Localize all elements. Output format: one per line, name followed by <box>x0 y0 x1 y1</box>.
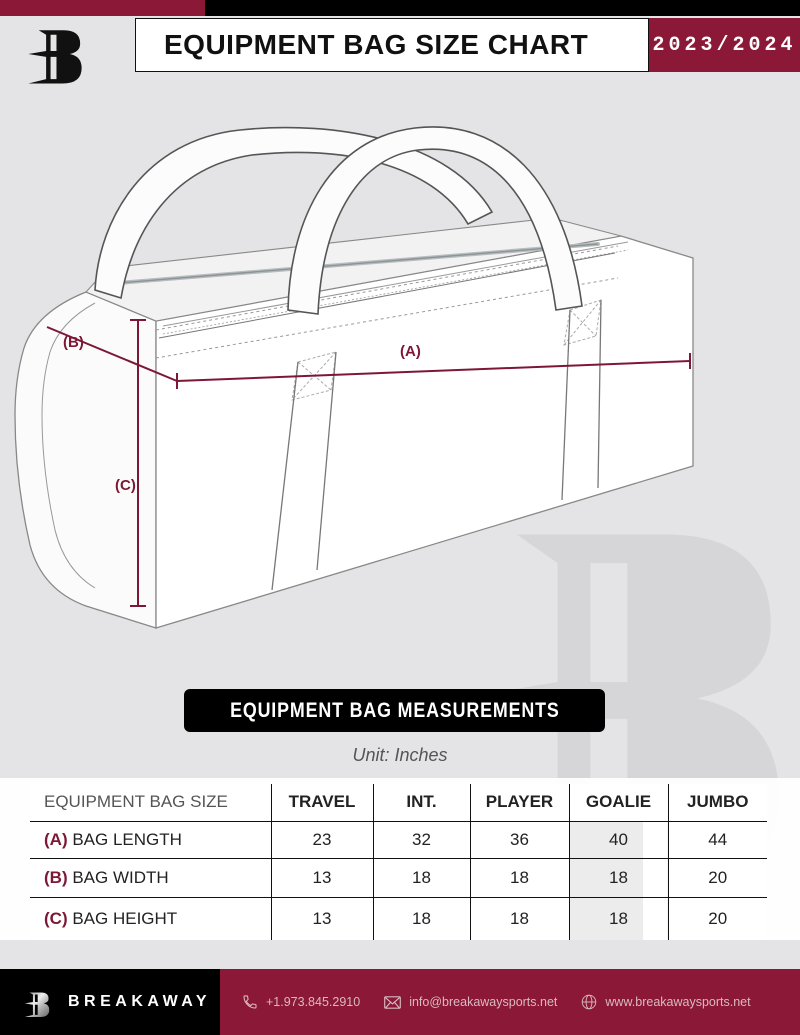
svg-text:(C): (C) <box>115 477 136 494</box>
svg-text:(B): (B) <box>63 334 84 351</box>
svg-text:(A): (A) <box>400 343 421 360</box>
